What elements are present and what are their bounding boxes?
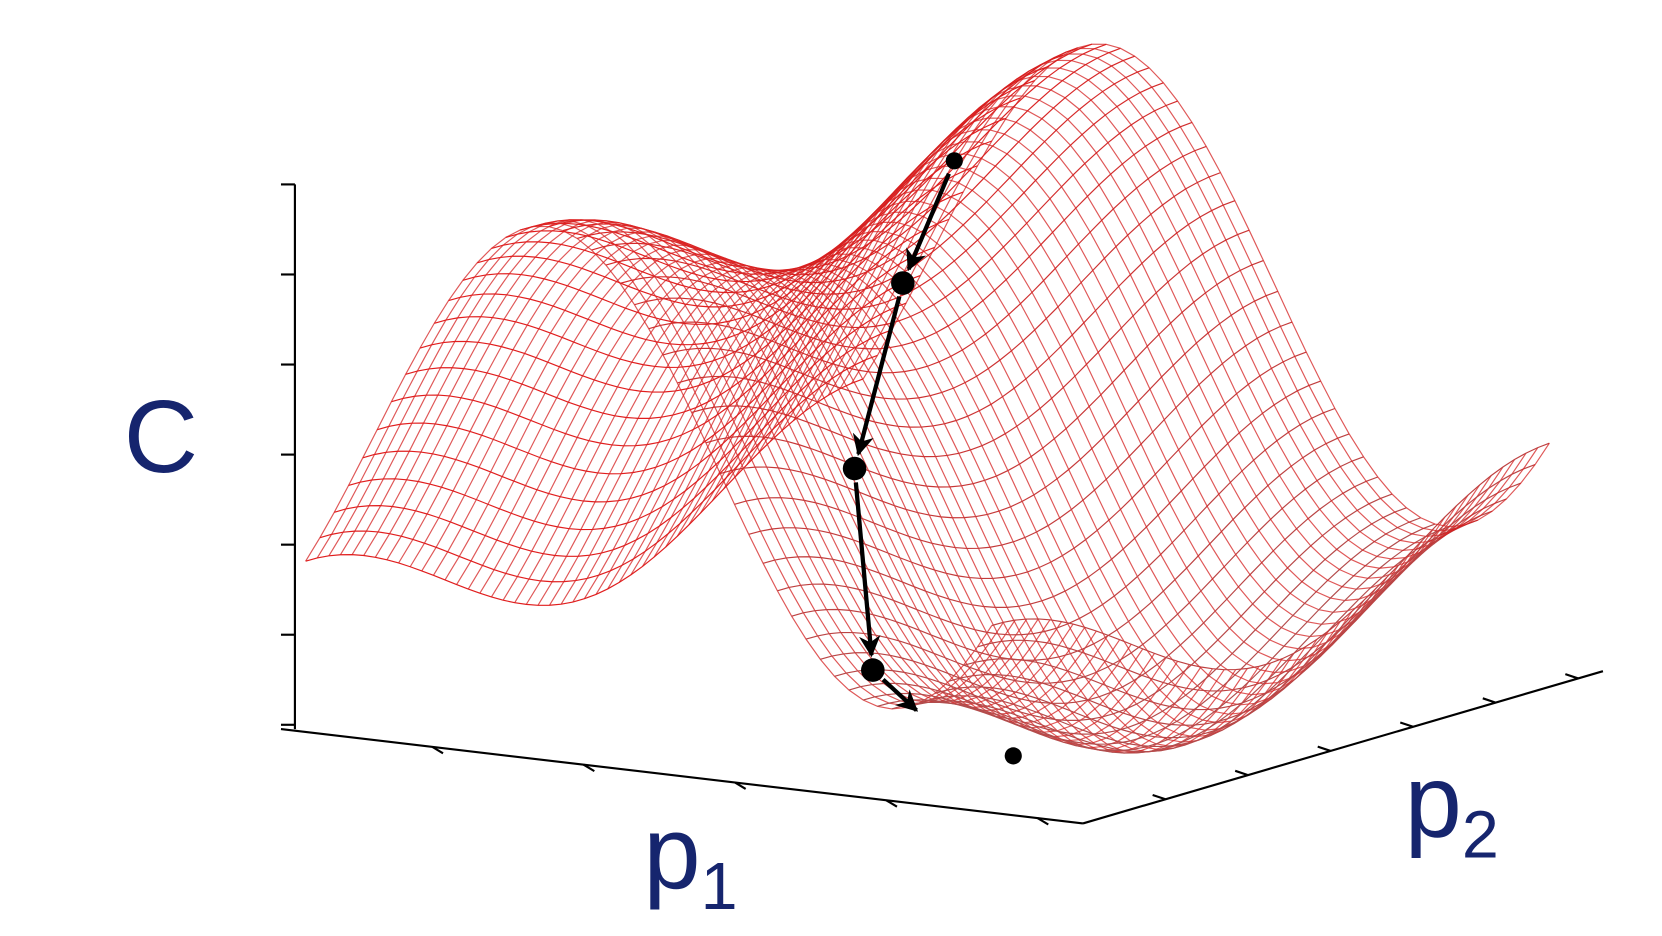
p2-axis-label: p2 [1405, 743, 1499, 872]
mesh-line [891, 526, 1450, 754]
mesh-line [963, 482, 1521, 711]
p1-tick [583, 763, 595, 773]
mesh-line [934, 510, 1493, 739]
mesh-line [491, 65, 1050, 294]
mesh-line [851, 47, 1539, 532]
p2-tick [1482, 697, 1496, 704]
mesh-line [560, 268, 1248, 753]
mesh-line [748, 351, 1307, 580]
path-arrow [881, 677, 919, 712]
mesh-line [827, 59, 1515, 544]
mesh-line [948, 498, 1507, 726]
axes [280, 183, 1604, 826]
p2-tick [1152, 793, 1166, 801]
p2-base: p [1405, 743, 1462, 858]
p1-tick [734, 781, 747, 790]
path-arrow [852, 296, 902, 457]
minimum-point [1004, 747, 1022, 765]
p1-axis-label: p1 [643, 795, 737, 924]
p2-tick [1234, 769, 1249, 777]
mesh-line [328, 220, 1016, 705]
p1-base: p [643, 795, 700, 910]
mesh-line [804, 75, 1492, 560]
mesh-line [920, 519, 1479, 748]
path-point [861, 658, 885, 682]
mesh-line [977, 464, 1536, 692]
mesh-line [781, 95, 1469, 579]
mesh-line [711, 165, 1399, 650]
p2-tick [1317, 745, 1331, 752]
path-point [891, 271, 915, 295]
mesh-line [769, 106, 1457, 590]
z-axis-label: C [124, 379, 198, 494]
path-point [842, 456, 867, 481]
p2-subscript: 2 [1462, 799, 1499, 873]
p1-tick [1037, 817, 1049, 826]
p1-axis [280, 728, 1084, 825]
mesh-line [839, 53, 1527, 537]
mesh-line [700, 177, 1388, 662]
path-arrow [853, 482, 881, 658]
p2-tick [1399, 721, 1414, 728]
mesh-line [991, 442, 1550, 671]
p2-axis [1082, 670, 1604, 825]
path-arrow [906, 172, 951, 272]
p1-subscript: 1 [701, 850, 738, 924]
descent-path [842, 152, 1022, 765]
mesh-line [792, 85, 1481, 569]
p1-tick [431, 745, 444, 755]
mesh-line [816, 67, 1504, 552]
surface-mesh [305, 43, 1550, 754]
path-point [945, 152, 963, 170]
mesh-line [905, 524, 1464, 753]
mesh-line [862, 43, 1550, 528]
mesh-line [562, 47, 1121, 276]
p2-tick [1564, 673, 1579, 680]
p1-tick [885, 799, 898, 808]
